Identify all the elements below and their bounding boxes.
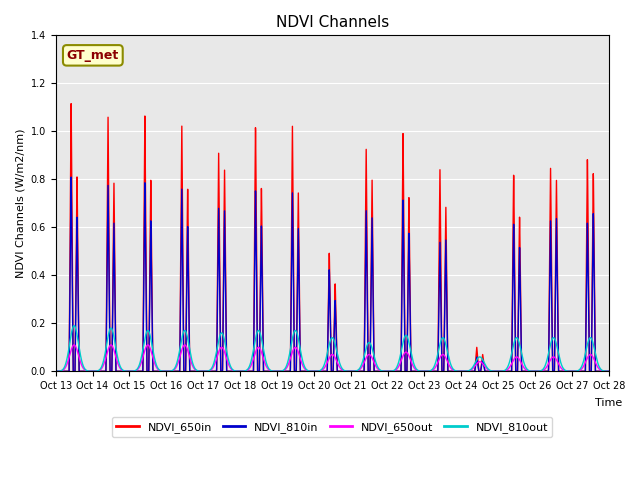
NDVI_650out [436,356,444,361]
NDVI_650out [277,368,285,374]
NDVI_810in [277,369,285,374]
X-axis label: Time: Time [595,398,623,408]
NDVI_810in [537,369,545,374]
NDVI_650out [52,369,60,374]
NDVI_650out [492,369,500,374]
NDVI_650out [144,342,152,348]
NDVI_650in [67,101,75,107]
Line: NDVI_650out: NDVI_650out [56,345,640,372]
NDVI_810out [52,369,60,374]
NDVI_810out [537,368,545,373]
NDVI_650out [159,368,167,374]
NDVI_650out [537,368,545,374]
Line: NDVI_650in: NDVI_650in [56,104,640,372]
NDVI_650in [436,205,444,211]
Y-axis label: NDVI Channels (W/m2/nm): NDVI Channels (W/m2/nm) [15,129,25,278]
NDVI_810out [70,323,78,329]
NDVI_810out [406,343,413,348]
NDVI_810in [159,369,167,374]
NDVI_650in [277,369,285,374]
NDVI_810out [492,369,500,374]
Text: GT_met: GT_met [67,49,119,62]
NDVI_810in [406,276,413,282]
NDVI_810out [159,368,167,374]
NDVI_810out [436,343,444,349]
NDVI_810out [277,368,285,374]
NDVI_650in [159,369,167,374]
NDVI_650in [537,369,545,374]
NDVI_650in [492,369,500,374]
NDVI_650out [406,355,413,360]
NDVI_810in [492,369,500,374]
NDVI_810in [67,174,75,180]
Line: NDVI_810in: NDVI_810in [56,177,640,372]
NDVI_650in [52,369,60,374]
NDVI_650in [406,253,413,259]
Legend: NDVI_650in, NDVI_810in, NDVI_650out, NDVI_810out: NDVI_650in, NDVI_810in, NDVI_650out, NDV… [112,417,552,437]
Title: NDVI Channels: NDVI Channels [276,15,389,30]
NDVI_810in [436,264,444,270]
NDVI_810in [52,369,60,374]
Line: NDVI_810out: NDVI_810out [56,326,640,372]
